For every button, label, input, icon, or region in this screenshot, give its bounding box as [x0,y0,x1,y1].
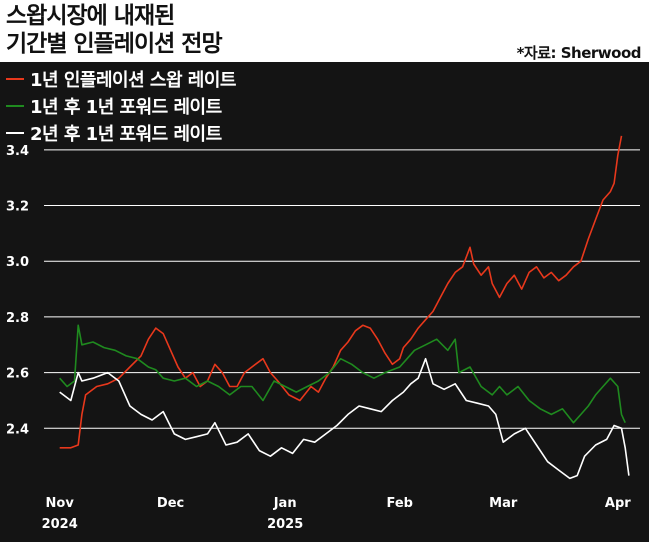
series-line-1y-swap [59,135,623,449]
x-axis-ticks: Nov 2024 Dec Jan 2025 Feb Mar Apr [42,496,632,532]
legend: 1년 인플레이션 스왑 레이트 1년 후 1년 포워드 레이트 2년 후 1년 … [6,65,236,146]
x-tick-label: Jan [273,496,297,511]
gridlines [44,149,640,429]
chart-panel: 2.4 2.6 2.8 3.0 3.2 3.4 Nov 2024 Dec Jan 2025 Feb M… [0,62,649,542]
y-tick-label: 2.8 [6,311,29,326]
x-tick-label: Apr [605,496,631,511]
legend-swatch-1y1y-forward [6,104,24,107]
legend-item-2y1y-forward: 2년 후 1년 포워드 레이트 [6,119,236,146]
legend-label-1y-swap: 1년 인플레이션 스왑 레이트 [30,69,236,91]
x-tick-label: Mar [489,496,518,511]
x-tick-label: Feb [387,496,413,511]
series-line-1y1y-forward [59,324,626,424]
source-note: *자료: Sherwood [516,44,642,62]
chart-title-line-1: 스왑시장에 내재된 [6,3,175,29]
series-line-2y1y-forward [59,357,630,480]
legend-swatch-1y-swap [6,77,24,80]
legend-item-1y1y-forward: 1년 후 1년 포워드 레이트 [6,92,236,119]
x-tick-year-label: 2024 [42,517,78,532]
legend-label-1y1y-forward: 1년 후 1년 포워드 레이트 [30,96,222,118]
y-tick-label: 2.4 [6,422,29,437]
line-chart: 2.4 2.6 2.8 3.0 3.2 3.4 Nov 2024 Dec Jan 2025 Feb M… [6,135,640,532]
y-tick-label: 3.0 [6,255,29,270]
x-tick-label: Nov [46,496,75,511]
series-lines [59,135,630,480]
legend-item-1y-swap: 1년 인플레이션 스왑 레이트 [6,65,236,92]
chart-title-line-2: 기간별 인플레이션 전망 [6,31,223,57]
y-tick-label: 2.6 [6,367,29,382]
y-tick-label: 3.4 [6,144,29,159]
x-tick-label: Dec [157,496,184,511]
y-axis-ticks: 2.4 2.6 2.8 3.0 3.2 3.4 [6,144,29,437]
legend-label-2y1y-forward: 2년 후 1년 포워드 레이트 [30,123,222,145]
y-tick-label: 3.2 [6,200,29,215]
x-tick-year-label: 2025 [267,517,303,532]
legend-swatch-2y1y-forward [6,131,24,134]
